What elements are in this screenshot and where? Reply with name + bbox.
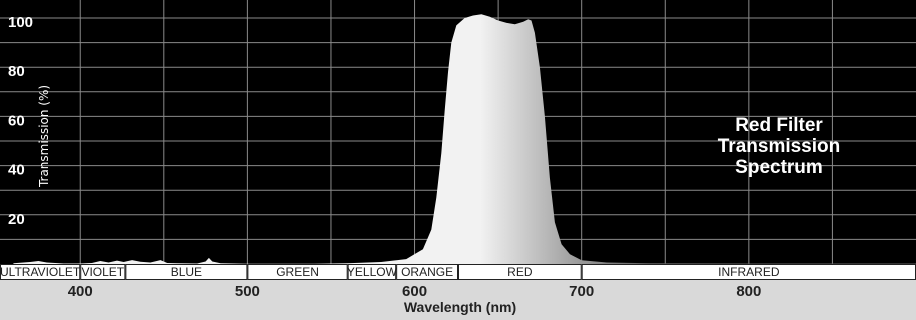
y-tick-label: 60 [8, 112, 25, 129]
x-tick-label: 800 [736, 283, 761, 300]
x-tick-label: 600 [402, 283, 427, 300]
band-label: INFRARED [718, 265, 780, 279]
x-tick-label: 700 [569, 283, 594, 300]
band-cell [396, 264, 459, 280]
annotation-line: Red Filter [735, 115, 823, 136]
y-tick-label: 40 [8, 162, 25, 179]
band-cell [458, 264, 582, 280]
band-label: BLUE [171, 265, 202, 279]
chart-annotation: Red Filter Transmission Spectrum [718, 115, 841, 178]
x-axis-strip [0, 280, 916, 320]
band-label: ORANGE [401, 265, 453, 279]
y-tick-label: 100 [8, 14, 33, 31]
y-tick-labels: 20 40 60 80 100 [8, 14, 33, 228]
x-tick-label: 400 [68, 283, 93, 300]
band-cell [0, 264, 81, 280]
band-cell [125, 264, 248, 280]
band-label: ULTRAVIOLET [0, 265, 81, 279]
band-label: VIOLET [81, 265, 124, 279]
x-axis-label: Wavelength (nm) [404, 299, 516, 315]
y-tick-label: 20 [8, 211, 25, 228]
x-tick-label: 500 [235, 283, 260, 300]
annotation-line: Transmission [718, 136, 841, 157]
y-tick-label: 80 [8, 63, 25, 80]
x-tick-labels: 400 500 600 700 800 [68, 283, 762, 300]
y-axis-label: Transmission (%) [37, 85, 51, 188]
band-cell [80, 264, 126, 280]
band-label: RED [507, 265, 533, 279]
band-cell [247, 264, 348, 280]
band-label: GREEN [276, 265, 319, 279]
spectrum-bands: ULTRAVIOLET VIOLET BLUE GREEN YELLOW ORANGE RE… [0, 264, 916, 280]
band-label: YELLOW [347, 265, 398, 279]
transmission-curve [13, 14, 916, 264]
band-cell [347, 264, 397, 280]
annotation-line: Spectrum [735, 157, 823, 178]
